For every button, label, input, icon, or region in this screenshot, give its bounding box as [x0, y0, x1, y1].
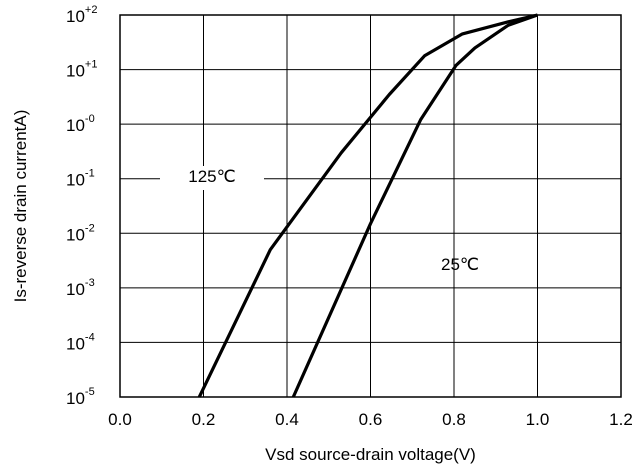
x-axis-title: Vsd source-drain voltage(V) — [265, 445, 476, 464]
x-tick-label: 0.8 — [442, 410, 466, 429]
x-tick-label: 1.2 — [609, 410, 633, 429]
grid — [119, 14, 622, 398]
x-tick-label: 1.0 — [526, 410, 550, 429]
y-tick-label: 10-3 — [66, 277, 95, 299]
series-annotations: 125℃ 25℃ — [160, 166, 479, 274]
series-line-0 — [197, 13, 538, 398]
y-tick-label: 10-4 — [66, 331, 95, 353]
x-tick-label: 0.4 — [275, 410, 299, 429]
y-axis-title: Is-reverse drain currentA) — [11, 110, 30, 303]
series-line-1 — [291, 13, 539, 398]
y-tick-label: 10-0 — [66, 113, 95, 135]
x-tick-label: 0.0 — [108, 410, 132, 429]
x-tick-label: 0.2 — [192, 410, 216, 429]
plot-border — [119, 14, 622, 398]
y-tick-label: 10+1 — [66, 59, 97, 81]
y-tick-label: 10-1 — [66, 168, 95, 190]
annotation-background — [160, 166, 264, 190]
y-tick-labels: 10-5 10-4 10-3 10-2 10-1 10-0 10+1 10+2 — [66, 4, 97, 408]
x-tick-labels: 0.0 0.2 0.4 0.6 0.8 1.0 1.2 — [108, 410, 633, 429]
series-lines — [197, 13, 539, 398]
y-tick-label: 10-2 — [66, 222, 95, 244]
y-tick-label: 10-5 — [66, 386, 95, 408]
y-tick-label: 10+2 — [66, 4, 97, 26]
series-label-0: 125℃ — [188, 167, 235, 186]
x-tick-label: 0.6 — [359, 410, 383, 429]
series-label-1: 25℃ — [441, 255, 479, 274]
